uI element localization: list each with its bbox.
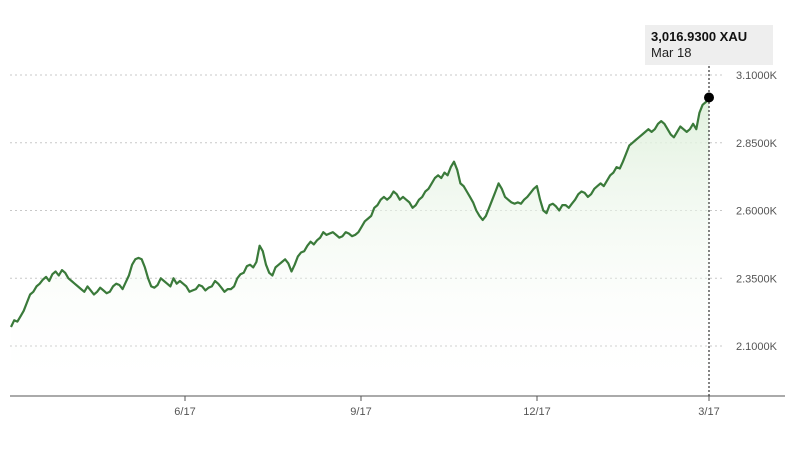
x-tick-label: 12/17 [523, 406, 551, 418]
price-series-line [10, 96, 710, 328]
last-value-marker [704, 92, 714, 103]
tooltip-value: 3,016.9300 XAU [651, 29, 748, 44]
y-tick-label: 3.1000K [736, 70, 778, 82]
area-fill [11, 97, 709, 396]
y-tick-label: 2.3500K [736, 273, 778, 285]
value-tooltip: 3,016.9300 XAU Mar 18 [645, 25, 773, 65]
y-tick-label: 2.6000K [736, 206, 778, 218]
line-layer [10, 96, 710, 328]
x-tick-label: 3/17 [698, 406, 719, 418]
x-tick-label: 6/17 [174, 406, 195, 418]
area-layer [11, 97, 709, 396]
y-tick-label: 2.1000K [736, 341, 778, 353]
x-tick-label: 9/17 [350, 406, 371, 418]
marker-layer [704, 66, 714, 396]
y-tick-label: 2.8500K [736, 138, 778, 150]
axis-layer: 2.1000K 2.3500K 2.6000K 2.8500K 3.1000K 6/17 9… [10, 70, 785, 418]
tooltip-date: Mar 18 [651, 45, 692, 60]
